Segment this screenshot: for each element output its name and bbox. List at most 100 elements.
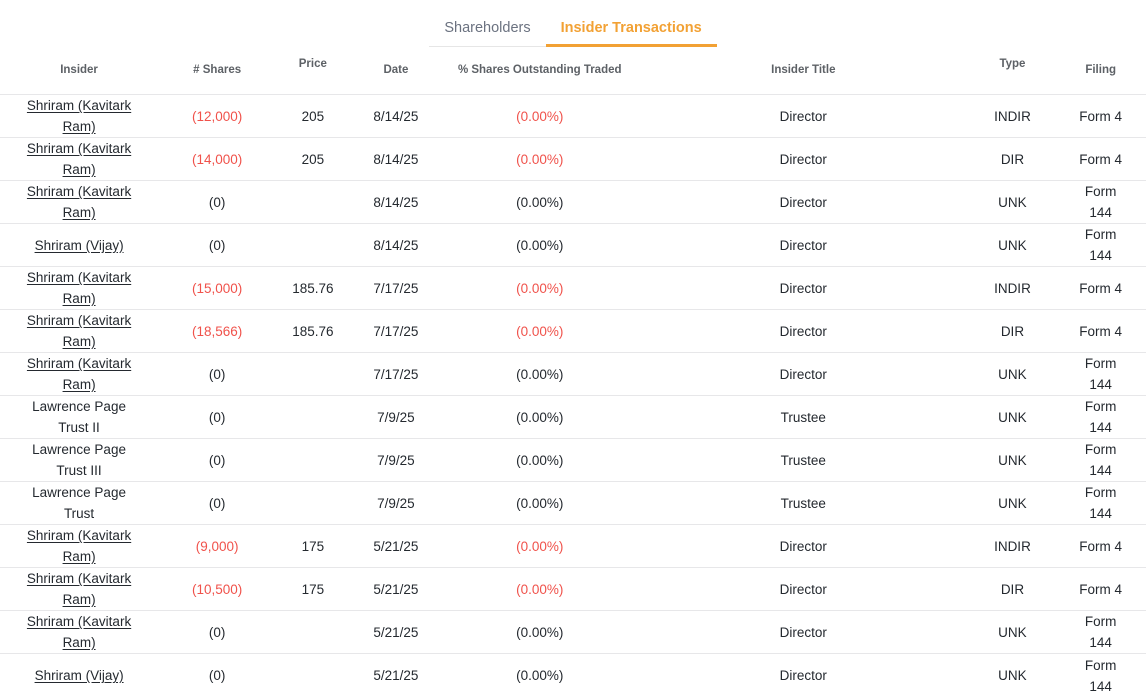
insider-link[interactable]: Shriram (Kavitark Ram): [26, 614, 132, 650]
insider-name-cell: Shriram (Vijay): [0, 235, 158, 256]
column-header-date: Date: [383, 63, 409, 76]
insider-link[interactable]: Shriram (Kavitark Ram): [26, 528, 132, 564]
type-value: UNK: [998, 624, 1027, 640]
type-value: DIR: [1000, 581, 1025, 597]
pct-outstanding-value-cell: (0.00%): [442, 235, 637, 256]
pct-outstanding-value-cell: (0.00%): [442, 622, 637, 643]
insider-title-value: Trustee: [780, 409, 826, 425]
pct-outstanding-value-cell: (0.00%): [442, 579, 637, 600]
pct-outstanding-value: (0.00%): [516, 538, 564, 554]
type-value-cell: DIR: [969, 321, 1055, 342]
insider-link[interactable]: Shriram (Kavitark Ram): [26, 571, 132, 607]
type-value-cell: INDIR: [969, 106, 1055, 127]
pct-outstanding-value-cell: (0.00%): [442, 364, 637, 385]
shares-value-cell: (0): [158, 493, 276, 514]
filing-value-cell: Form 4: [1055, 106, 1146, 127]
table-row: Shriram (Kavitark Ram) (15,000) 185.76 7/17…: [0, 267, 1146, 310]
insider-title-value: Director: [779, 194, 827, 210]
filing-value-cell: Form 144: [1055, 611, 1146, 653]
filing-value-cell: Form 144: [1055, 224, 1146, 266]
date-value-cell: 8/14/25: [350, 149, 443, 170]
filing-value: Form 144: [1084, 399, 1117, 435]
insider-link[interactable]: Shriram (Kavitark Ram): [26, 356, 132, 392]
type-value-cell: UNK: [969, 622, 1055, 643]
filing-value: Form 144: [1084, 657, 1117, 694]
shares-value-cell: (0): [158, 364, 276, 385]
pct-outstanding-value: (0.00%): [516, 366, 564, 382]
insider-title-value-cell: Director: [637, 579, 969, 600]
type-value: DIR: [1000, 323, 1025, 339]
table-row: Shriram (Vijay) (0) 5/21/25 (0.00%) Director…: [0, 654, 1146, 696]
price-value: 185.76: [292, 323, 334, 339]
insider-title-value: Trustee: [780, 495, 826, 511]
insider-title-value-cell: Trustee: [637, 450, 969, 471]
insider-link[interactable]: Shriram (Vijay): [34, 237, 124, 253]
shares-value-cell: (9,000): [158, 536, 276, 557]
insider-title-value: Trustee: [780, 452, 826, 468]
insider-link[interactable]: Shriram (Kavitark Ram): [26, 270, 132, 306]
type-value: UNK: [998, 366, 1027, 382]
insider-title-value-cell: Director: [637, 235, 969, 256]
type-value: UNK: [998, 495, 1027, 511]
filing-value: Form 4: [1079, 280, 1123, 296]
type-value-cell: UNK: [969, 450, 1055, 471]
filing-value: Form 144: [1084, 485, 1117, 521]
insider-title-value-cell: Director: [637, 665, 969, 686]
insider-link[interactable]: Shriram (Kavitark Ram): [26, 98, 132, 134]
type-value: UNK: [998, 409, 1027, 425]
pct-outstanding-value-cell: (0.00%): [442, 106, 637, 127]
insider-name-cell: Shriram (Kavitark Ram): [0, 353, 158, 395]
insider-name: Lawrence Page Trust III: [32, 442, 126, 478]
insider-name-cell: Shriram (Vijay): [0, 665, 158, 686]
date-value: 8/14/25: [373, 194, 419, 210]
insider-title-value: Director: [779, 323, 827, 339]
date-value: 5/21/25: [373, 581, 419, 597]
pct-outstanding-value-cell: (0.00%): [442, 493, 637, 514]
date-value-cell: 5/21/25: [350, 622, 443, 643]
shares-value: (14,000): [192, 151, 243, 167]
shares-value-cell: (0): [158, 622, 276, 643]
table-row: Lawrence Page Trust II (0) 7/9/25 (0.00%) Tr…: [0, 396, 1146, 439]
type-value-cell: DIR: [969, 579, 1055, 600]
tab-insider-transactions[interactable]: Insider Transactions: [545, 8, 717, 47]
type-value-cell: INDIR: [969, 536, 1055, 557]
shares-value-cell: (10,500): [158, 579, 276, 600]
insider-title-value-cell: Trustee: [637, 493, 969, 514]
insider-title-value: Director: [779, 151, 827, 167]
filing-value-cell: Form 4: [1055, 321, 1146, 342]
shares-value-cell: (15,000): [158, 278, 276, 299]
shares-value: (0): [208, 495, 226, 511]
insider-title-value: Director: [779, 538, 827, 554]
insider-title-value-cell: Director: [637, 192, 969, 213]
insider-link[interactable]: Shriram (Vijay): [34, 668, 124, 683]
table-header-row: Insider # Shares Price Date % Shares Out…: [0, 47, 1146, 95]
date-value-cell: 7/9/25: [350, 493, 443, 514]
insider-link[interactable]: Shriram (Kavitark Ram): [26, 141, 132, 177]
insider-title-value-cell: Trustee: [637, 407, 969, 428]
type-value-cell: DIR: [969, 149, 1055, 170]
insider-name-cell: Shriram (Kavitark Ram): [0, 95, 158, 137]
date-value-cell: 8/14/25: [350, 235, 443, 256]
shares-value: (0): [208, 237, 226, 253]
filing-value-cell: Form 4: [1055, 278, 1146, 299]
shares-value-cell: (0): [158, 450, 276, 471]
pct-outstanding-value: (0.00%): [516, 668, 564, 683]
shares-value-cell: (14,000): [158, 149, 276, 170]
insider-title-value: Director: [779, 624, 827, 640]
date-value: 5/21/25: [373, 624, 419, 640]
insider-title-value-cell: Director: [637, 536, 969, 557]
table-row: Lawrence Page Trust (0) 7/9/25 (0.00%) Trust…: [0, 482, 1146, 525]
shares-value-cell: (12,000): [158, 106, 276, 127]
insider-link[interactable]: Shriram (Kavitark Ram): [26, 184, 132, 220]
tab-shareholders[interactable]: Shareholders: [429, 8, 546, 47]
type-value-cell: UNK: [969, 364, 1055, 385]
insider-link[interactable]: Shriram (Kavitark Ram): [26, 313, 132, 349]
date-value: 5/21/25: [373, 668, 419, 683]
date-value: 8/14/25: [373, 151, 419, 167]
date-value-cell: 7/17/25: [350, 364, 443, 385]
table-row: Shriram (Kavitark Ram) (12,000) 205 8/14/25…: [0, 95, 1146, 138]
insider-name-cell: Shriram (Kavitark Ram): [0, 267, 158, 309]
insider-name-cell: Lawrence Page Trust II: [0, 396, 158, 438]
column-header-insider-title: Insider Title: [771, 63, 836, 76]
